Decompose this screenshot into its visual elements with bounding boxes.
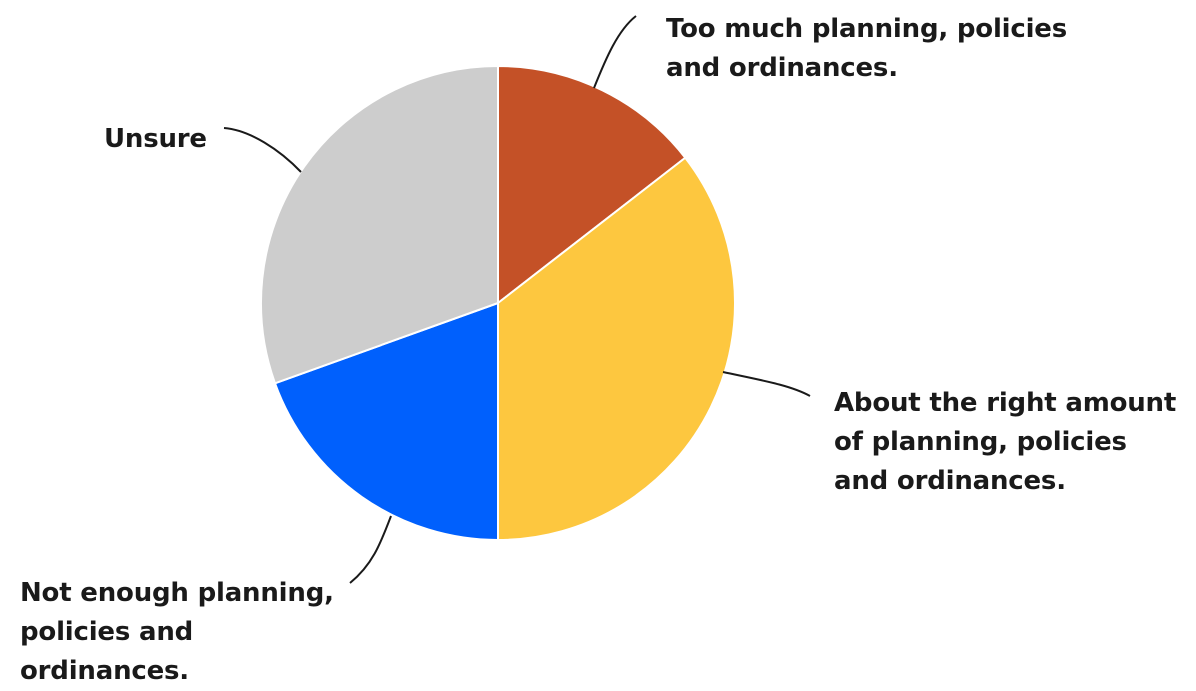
leader-lines [223, 15, 811, 584]
pie-slice-not-enough [273, 301, 499, 542]
slice-label-about-right: About the right amount of planning, poli… [834, 388, 1177, 496]
slice-label-unsure: Unsure [104, 124, 207, 154]
pie-slices [260, 64, 736, 542]
pie-slice-too-much [497, 64, 687, 306]
pie-slice-unsure [260, 64, 499, 385]
slice-label-not-enough: Not enough planning, policies and ordina… [20, 578, 334, 686]
leader-line-about-right [722, 371, 811, 397]
leader-line-too-much [593, 15, 637, 89]
leader-line-not-enough [349, 515, 392, 584]
leader-line-unsure [223, 127, 302, 173]
slice-label-too-much: Too much planning, policies and ordinanc… [666, 14, 1068, 83]
pie-slice-about-right [497, 156, 736, 542]
